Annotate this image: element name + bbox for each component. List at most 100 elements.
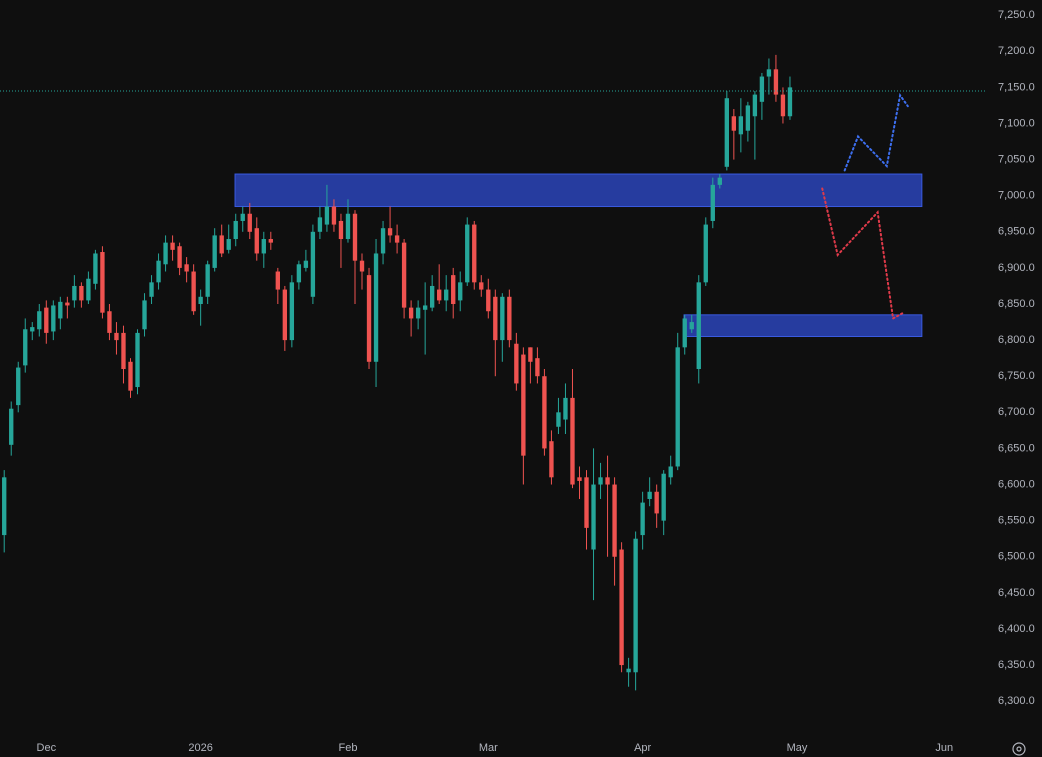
projection-path <box>821 187 904 321</box>
candle-body <box>303 260 309 268</box>
x-tick-label: Jun <box>935 742 953 754</box>
candle-body <box>437 289 442 301</box>
x-tick-label: May <box>787 742 808 754</box>
zones <box>234 173 923 338</box>
y-tick-label: 6,350.0 <box>998 659 1035 671</box>
y-tick-label: 7,200.0 <box>998 45 1035 57</box>
y-tick-label: 6,750.0 <box>998 370 1035 382</box>
candle-body <box>479 282 484 290</box>
axes: 6,300.0 6,350.0 6,400.0 6,450.0 6,500.0 6,550… <box>37 9 1035 754</box>
candle-body <box>696 282 701 369</box>
candle-body <box>710 184 715 221</box>
candle-body <box>507 296 512 341</box>
candle-body <box>605 477 610 485</box>
candle-body <box>640 502 645 536</box>
candle-body <box>135 332 140 388</box>
candle-body <box>549 441 554 478</box>
candle-body <box>570 397 575 485</box>
candle-body <box>401 242 407 308</box>
x-tick-label: Dec <box>37 742 57 754</box>
candle-body <box>240 213 245 221</box>
candle-body <box>563 397 568 420</box>
candle-body <box>703 224 708 283</box>
candle-body <box>30 327 35 332</box>
y-tick-label: 6,900.0 <box>998 262 1035 274</box>
candle-body <box>619 549 624 666</box>
x-tick-label: Feb <box>338 742 357 754</box>
candle-body <box>535 358 540 377</box>
candle-body <box>275 271 280 290</box>
candle-body <box>296 264 302 283</box>
candle-body <box>16 367 21 406</box>
candle-body <box>415 307 421 319</box>
candle-body <box>128 361 133 391</box>
candle-body <box>93 253 98 284</box>
candle-body <box>766 69 772 77</box>
y-tick-label: 6,850.0 <box>998 298 1035 310</box>
candle-body <box>184 264 189 272</box>
candle-body <box>51 305 56 332</box>
candle-body <box>331 206 337 225</box>
y-tick-label: 7,000.0 <box>998 190 1035 202</box>
y-tick-label: 7,050.0 <box>998 153 1035 165</box>
candle-body <box>458 282 463 301</box>
y-tick-label: 6,950.0 <box>998 226 1035 238</box>
settings-icon[interactable] <box>1012 742 1026 756</box>
candle-body <box>79 285 84 301</box>
candle-body <box>380 228 386 254</box>
candle-body <box>198 296 203 305</box>
settings-core <box>1016 746 1022 752</box>
candle-body <box>282 289 288 341</box>
candle-body <box>500 296 505 341</box>
candle-body <box>444 289 449 301</box>
y-tick-label: 7,250.0 <box>998 9 1035 21</box>
candle-body <box>212 235 217 268</box>
candle-body <box>612 484 617 557</box>
candle-body <box>86 278 91 301</box>
candle-body <box>731 116 737 131</box>
candle-body <box>247 213 252 232</box>
candle-body <box>654 491 659 514</box>
candle-body <box>394 235 400 243</box>
candle-body <box>23 329 28 366</box>
candle-body <box>759 76 765 102</box>
candle-body <box>205 264 210 297</box>
candle-body <box>633 538 638 673</box>
y-tick-label: 6,500.0 <box>998 551 1035 563</box>
candle-body <box>100 252 105 313</box>
candle-body <box>121 332 126 369</box>
candle-body <box>598 477 603 485</box>
zone <box>683 314 923 338</box>
candle-body <box>675 347 680 467</box>
candle-body <box>752 94 758 117</box>
candle-body <box>226 239 231 250</box>
candle-body <box>366 275 372 362</box>
candle-body <box>142 300 147 330</box>
candle-body <box>528 347 533 362</box>
candle-body <box>359 260 365 272</box>
candle-body <box>261 239 266 254</box>
candle-body <box>163 242 168 265</box>
y-tick-label: 6,800.0 <box>998 334 1035 346</box>
overlay <box>0 90 985 321</box>
candle-body <box>289 282 295 341</box>
y-tick-label: 6,600.0 <box>998 478 1035 490</box>
y-tick-label: 6,300.0 <box>998 695 1035 707</box>
y-tick-label: 7,150.0 <box>998 81 1035 93</box>
y-tick-label: 6,550.0 <box>998 515 1035 527</box>
candle-body <box>9 408 14 445</box>
candle-body <box>177 246 182 268</box>
candle-body <box>717 177 722 185</box>
candle-body <box>577 477 582 481</box>
candle-body <box>58 301 63 319</box>
candle-body <box>114 332 119 341</box>
candle-body <box>661 473 666 521</box>
candle-body <box>408 307 414 319</box>
x-tick-label: Apr <box>634 742 651 754</box>
candle-body <box>514 343 519 384</box>
candle-body <box>626 668 631 673</box>
candle-body <box>451 275 456 305</box>
candle-body <box>542 376 547 449</box>
candle-body <box>738 116 744 135</box>
candle-body <box>149 282 154 297</box>
